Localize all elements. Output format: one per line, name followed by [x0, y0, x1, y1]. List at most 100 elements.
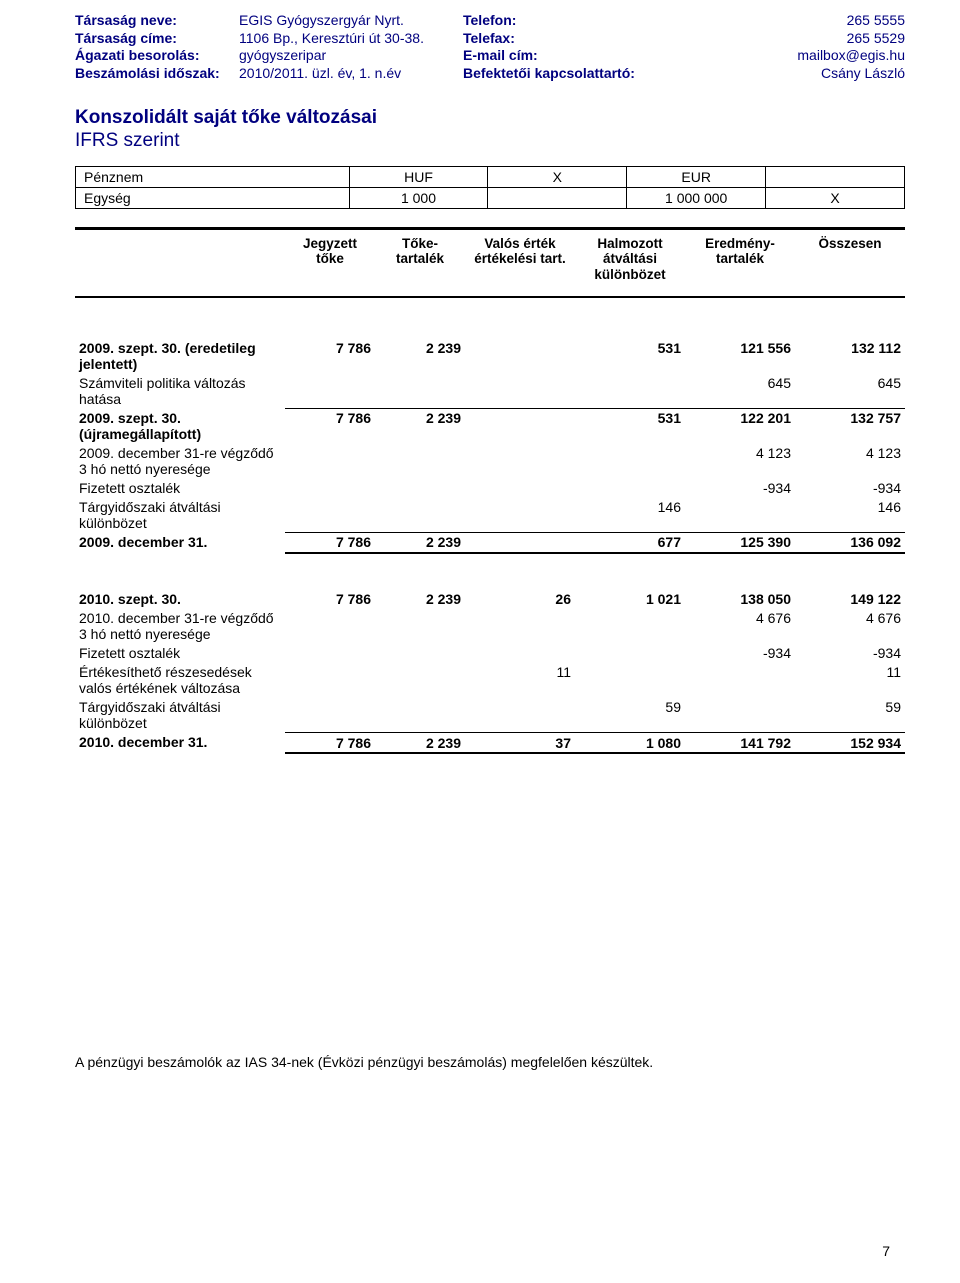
col-head-capital-reserve: Tőke-tartalék	[375, 236, 465, 283]
cell: 132 112	[795, 338, 905, 373]
cell: 141 792	[685, 733, 795, 754]
cell	[465, 497, 575, 532]
cell: 132 757	[795, 408, 905, 443]
currency-eur-mark	[766, 166, 905, 187]
col-head-total: Összesen	[795, 236, 905, 283]
table-row: 2009. december 31-re végződő 3 hó nettó …	[75, 443, 905, 478]
cell	[375, 373, 465, 408]
cell	[465, 338, 575, 373]
cell: 2 239	[375, 590, 465, 609]
cell	[465, 478, 575, 497]
email-value: mailbox@egis.hu	[652, 47, 905, 65]
cell: 7 786	[285, 590, 375, 609]
cell: 1 021	[575, 590, 685, 609]
cell	[375, 497, 465, 532]
cell: 2 239	[375, 408, 465, 443]
cell	[285, 478, 375, 497]
table-row: Fizetett osztalék -934 -934	[75, 644, 905, 663]
unit-huf-mark	[488, 187, 627, 208]
currency-unit-table: Pénznem HUF X EUR Egység 1 000 1 000 000…	[75, 166, 905, 209]
industry-label: Ágazati besorolás:	[75, 47, 235, 65]
col-head-retained-earnings: Eredmény-tartalék	[685, 236, 795, 283]
col-head-registered-capital: Jegyzett tőke	[285, 236, 375, 283]
cell: 146	[575, 497, 685, 532]
cell	[285, 373, 375, 408]
cell: 149 122	[795, 590, 905, 609]
row-label: Fizetett osztalék	[75, 478, 285, 497]
ir-label: Befektetői kapcsolattartó:	[463, 65, 648, 83]
currency-label: Pénznem	[76, 166, 350, 187]
fax-value: 265 5529	[652, 30, 905, 48]
spacer	[75, 554, 905, 590]
unit-huf: 1 000	[349, 187, 488, 208]
cell: 1 080	[575, 733, 685, 754]
cell	[465, 698, 575, 733]
cell	[285, 443, 375, 478]
cell	[575, 663, 685, 698]
document-header: Társaság neve: EGIS Gyógyszergyár Nyrt. …	[75, 12, 905, 82]
cell	[465, 373, 575, 408]
page: Társaság neve: EGIS Gyógyszergyár Nyrt. …	[0, 0, 960, 1283]
cell	[375, 698, 465, 733]
cell	[285, 698, 375, 733]
phone-value: 265 5555	[652, 12, 905, 30]
table-row: 2010. szept. 30. 7 786 2 239 26 1 021 13…	[75, 590, 905, 609]
cell	[375, 644, 465, 663]
cell: 11	[465, 663, 575, 698]
cell	[685, 497, 795, 532]
cell: -934	[685, 478, 795, 497]
cell: 122 201	[685, 408, 795, 443]
cell: 121 556	[685, 338, 795, 373]
cell	[465, 408, 575, 443]
row-label: 2009. december 31.	[75, 532, 285, 553]
table-row: Egység 1 000 1 000 000 X	[76, 187, 905, 208]
cell: 136 092	[795, 532, 905, 553]
cell: -934	[685, 644, 795, 663]
currency-huf-mark: X	[488, 166, 627, 187]
row-label: Tárgyidőszaki átváltási különbözet	[75, 497, 285, 532]
table-row: Pénznem HUF X EUR	[76, 166, 905, 187]
equity-2010-table: 2010. szept. 30. 7 786 2 239 26 1 021 13…	[75, 590, 905, 755]
email-label: E-mail cím:	[463, 47, 648, 65]
cell: 152 934	[795, 733, 905, 754]
currency-eur: EUR	[627, 166, 766, 187]
industry-value: gyógyszeripar	[239, 47, 459, 65]
phone-label: Telefon:	[463, 12, 648, 30]
cell: 4 676	[685, 609, 795, 644]
cell	[575, 478, 685, 497]
company-name-label: Társaság neve:	[75, 12, 235, 30]
cell: 4 123	[685, 443, 795, 478]
cell	[575, 644, 685, 663]
row-label: Tárgyidőszaki átváltási különbözet	[75, 698, 285, 733]
row-label: 2010. szept. 30.	[75, 590, 285, 609]
row-label: 2009. szept. 30. (eredetileg jelentett)	[75, 338, 285, 373]
company-name: EGIS Gyógyszergyár Nyrt.	[239, 12, 459, 30]
page-subtitle: IFRS szerint	[75, 130, 905, 152]
table-row: 2010. december 31. 7 786 2 239 37 1 080 …	[75, 733, 905, 754]
cell: 26	[465, 590, 575, 609]
title-block: Konszolidált saját tőke változásai IFRS …	[75, 106, 905, 152]
cell: 645	[685, 373, 795, 408]
cell	[465, 443, 575, 478]
cell	[285, 609, 375, 644]
cell	[575, 609, 685, 644]
page-title: Konszolidált saját tőke változásai	[75, 106, 905, 130]
cell: -934	[795, 478, 905, 497]
table-row: Tárgyidőszaki átváltási különbözet 59 59	[75, 698, 905, 733]
cell	[465, 644, 575, 663]
row-label: 2009. szept. 30. (újramegállapított)	[75, 408, 285, 443]
cell: 146	[795, 497, 905, 532]
period-label: Beszámolási időszak:	[75, 65, 235, 83]
cell	[375, 663, 465, 698]
cell	[465, 609, 575, 644]
cell: 125 390	[685, 532, 795, 553]
cell	[575, 443, 685, 478]
row-label: Értékesíthető részesedések valós értékén…	[75, 663, 285, 698]
fax-label: Telefax:	[463, 30, 648, 48]
table-row: 2010. december 31-re végződő 3 hó nettó …	[75, 609, 905, 644]
cell: 531	[575, 338, 685, 373]
row-label: 2010. december 31.	[75, 733, 285, 754]
currency-huf: HUF	[349, 166, 488, 187]
col-blank	[75, 236, 285, 283]
cell	[375, 478, 465, 497]
